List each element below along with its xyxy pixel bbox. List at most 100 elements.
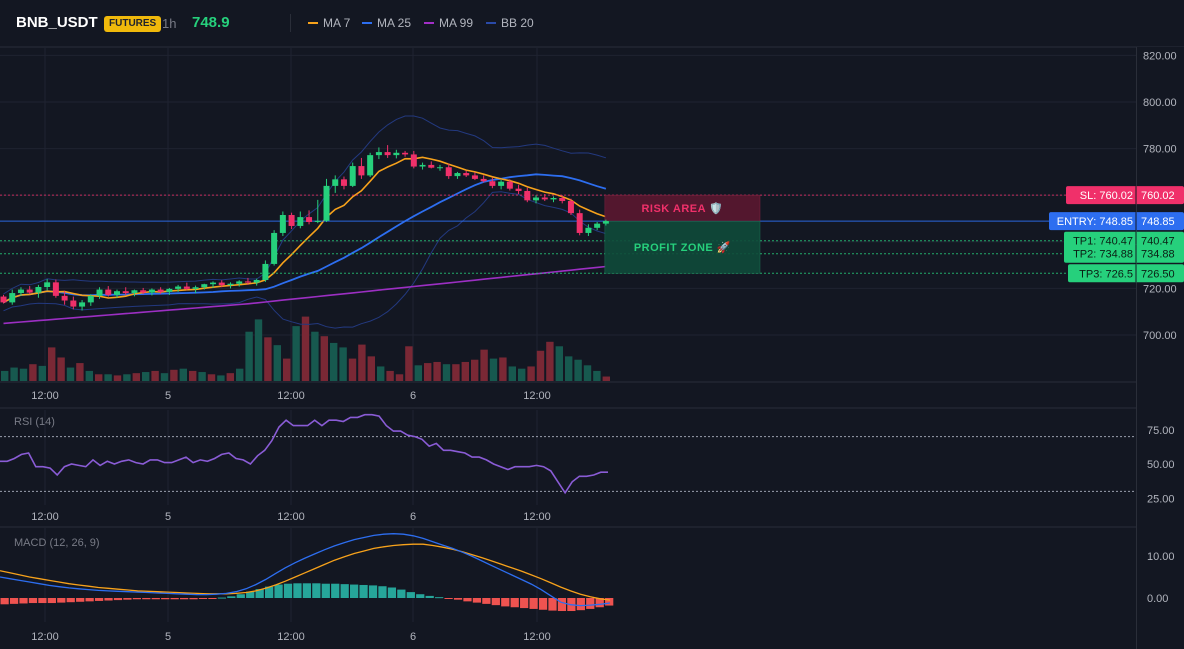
candle <box>576 209 583 236</box>
price-axis-bg <box>1137 47 1184 649</box>
candle <box>567 198 574 216</box>
legend-ma7[interactable]: MA 7 <box>308 16 350 30</box>
macd-tick: 10.00 <box>1147 551 1175 563</box>
candle-body <box>79 302 86 307</box>
candle <box>410 150 417 169</box>
candle <box>515 184 522 195</box>
candle <box>201 283 208 290</box>
candle-body <box>9 293 16 303</box>
rsi-title: RSI (14) <box>14 416 55 428</box>
candle <box>297 211 304 229</box>
macd-histogram-bar <box>482 598 491 604</box>
timeframe-label[interactable]: 1h <box>162 16 177 31</box>
candle <box>437 164 443 171</box>
volume-bar <box>358 344 366 381</box>
macd-histogram-bar <box>359 584 368 598</box>
price-tick: 700.00 <box>1143 330 1177 342</box>
level-tag-value: 760.02 <box>1141 190 1175 202</box>
volume-bar <box>179 368 187 381</box>
candle <box>489 177 496 189</box>
volume-bar <box>339 347 347 381</box>
macd-histogram-bar <box>274 584 283 598</box>
candles[interactable] <box>0 145 609 311</box>
level-tag-bg <box>1064 244 1184 263</box>
time-tick: 6 <box>410 390 416 402</box>
volume-bar <box>19 368 28 381</box>
candle-body <box>506 181 513 189</box>
macd-histogram-bar <box>19 598 28 604</box>
candle-body <box>227 283 234 286</box>
legend-ma25[interactable]: MA 25 <box>362 16 411 30</box>
volume-bar <box>38 365 46 381</box>
last-price: 748.9 <box>192 14 230 31</box>
level-tag-bg <box>1066 186 1184 205</box>
candle-body <box>175 286 182 289</box>
candle-body <box>463 173 470 176</box>
candle <box>602 219 609 226</box>
volume-bar <box>565 356 573 381</box>
candle <box>175 284 182 292</box>
macd-histogram-bar <box>76 598 85 602</box>
macd-histogram-bar <box>9 598 19 604</box>
symbol-name[interactable]: BNB_USDT <box>16 14 98 31</box>
candle-body <box>402 152 409 155</box>
candle <box>192 285 199 294</box>
time-tick: 5 <box>165 631 171 643</box>
candle <box>541 194 548 202</box>
volume-bar <box>386 370 394 381</box>
volume-bar <box>57 357 65 381</box>
candle <box>9 289 16 305</box>
macd-histogram-bar <box>529 598 538 609</box>
macd-pane[interactable]: MACD (12, 26, 9) <box>0 533 614 612</box>
macd-histogram-bar <box>161 598 170 600</box>
macd-histogram-bar <box>198 598 208 599</box>
macd-histogram-bar <box>255 589 264 598</box>
volume-bar <box>151 370 159 381</box>
macd-histogram-bar <box>132 598 141 600</box>
candle <box>157 287 164 294</box>
legend-label: MA 99 <box>439 16 474 30</box>
candle <box>131 289 138 297</box>
candle <box>498 180 505 190</box>
level-tag-label: ENTRY: 748.85 <box>1057 216 1133 228</box>
candle-body <box>306 217 313 222</box>
candle-body <box>96 289 103 296</box>
level-tag: TP3: 726.5 726.50 <box>1068 264 1184 283</box>
volume-bar <box>320 336 328 381</box>
candle <box>79 300 86 311</box>
volume-bar <box>226 373 234 381</box>
candle <box>594 221 601 231</box>
candle <box>0 294 7 304</box>
volume-bar <box>442 364 451 381</box>
macd-histogram-bar <box>520 598 529 609</box>
macd-histogram-bar <box>123 598 132 600</box>
candle-body <box>166 288 173 292</box>
candle <box>271 230 278 266</box>
candle-body <box>262 263 269 281</box>
level-tag: ENTRY: 748.85 748.85 <box>1049 212 1184 231</box>
macd-histogram-bar <box>416 594 425 598</box>
macd-histogram-bar <box>368 585 378 598</box>
candle <box>306 210 313 225</box>
legend-bb20[interactable]: BB 20 <box>486 16 534 30</box>
volume-bar <box>198 372 206 381</box>
rsi-tick: 50.00 <box>1147 459 1175 471</box>
volume-bar <box>132 373 140 381</box>
rsi-pane[interactable]: RSI (14) <box>0 413 1136 495</box>
macd-histogram-bar <box>57 598 66 603</box>
volume-bar <box>405 346 413 381</box>
macd-histogram-bar <box>151 598 160 600</box>
candle <box>87 294 94 306</box>
level-tag-bg <box>1068 264 1184 283</box>
grid <box>0 46 1184 649</box>
volume-bar <box>555 346 563 381</box>
candle <box>35 284 42 298</box>
legend-ma99[interactable]: MA 99 <box>424 16 473 30</box>
candle <box>70 296 77 310</box>
candle-body <box>201 284 208 288</box>
volume-bar <box>574 359 582 381</box>
macd-histogram-bar <box>246 591 255 598</box>
legend-label: BB 20 <box>501 16 534 30</box>
macd-histogram-bar <box>236 594 245 598</box>
